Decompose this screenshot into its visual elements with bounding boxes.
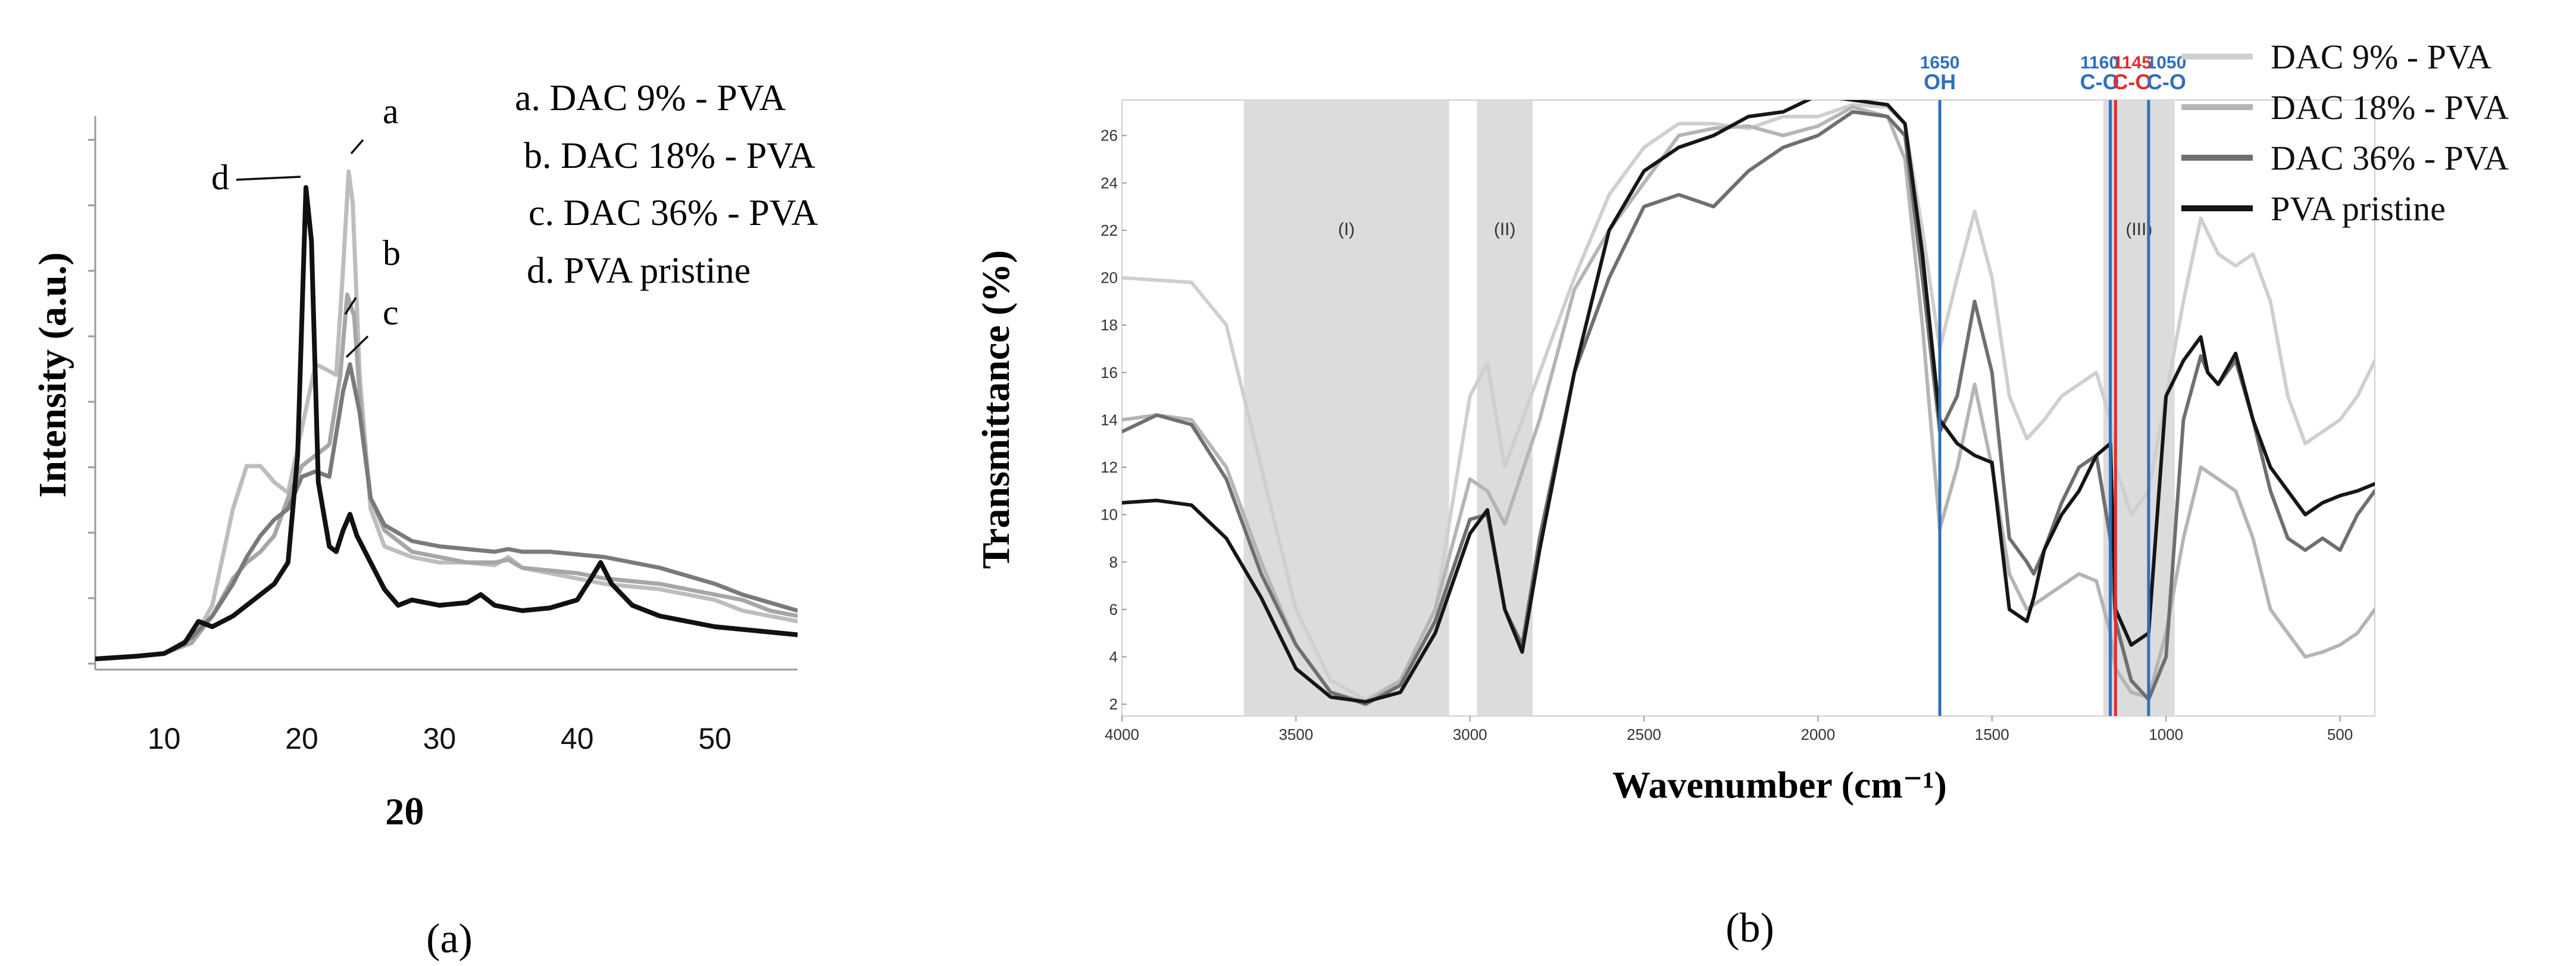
a-curve-label-a: a [383, 92, 399, 131]
b-marker-value-1160: 1160 [2080, 53, 2119, 73]
a-series-pva-pristine [95, 185, 798, 661]
b-region-label: (II) [1494, 220, 1516, 239]
a-series-dac-9-pva [95, 169, 798, 661]
a-curve-pointers [236, 139, 369, 358]
a-legend: a. DAC 9% - PVA b. DAC 18% - PVA c. DAC … [515, 78, 818, 291]
b-x-tick-label: 3000 [1453, 726, 1487, 743]
b-y-tick-label: 16 [1101, 364, 1118, 382]
b-legend-entry-dac-9-pva: DAC 9% - PVA [2271, 37, 2491, 76]
panel-a: 10 20 30 40 50 a b c d a. DAC 9% - PVA b. DA… [31, 78, 818, 962]
a-series-dac-36-pva [95, 362, 798, 661]
b-x-tick-label: 1500 [1975, 726, 2009, 743]
a-x-tick-label: 30 [423, 722, 457, 755]
b-y-tick-label: 8 [1109, 553, 1118, 571]
b-y-tick-label: 20 [1101, 269, 1118, 287]
a-series-group [95, 169, 798, 661]
b-marker-group-1160: C-O [2080, 70, 2119, 94]
a-curve-label-d: d [211, 158, 229, 197]
b-x-tick-label: 500 [2327, 726, 2353, 743]
a-x-ticks: 10 20 30 40 50 [148, 722, 731, 755]
b-marker-group-1145: C-O [2112, 70, 2152, 94]
a-x-tick-label: 50 [698, 722, 731, 755]
a-legend-entry-1: a. DAC 9% - PVA [515, 78, 786, 118]
b-legend-entry-pva-pristine: PVA pristine [2271, 189, 2446, 228]
b-series-dac-9-pva [1122, 103, 2375, 702]
a-y-ticks [88, 139, 95, 665]
b-legend-entry-dac-36-pva: DAC 36% - PVA [2271, 139, 2509, 177]
b-series-pva-pristine [1122, 100, 2375, 704]
b-marker-value-1050: 1050 [2147, 53, 2187, 73]
b-x-tick-label: 3500 [1278, 726, 1313, 743]
a-curve-label-b: b [383, 233, 401, 273]
b-y-tick-label: 4 [1109, 648, 1118, 665]
b-y-tick-label: 14 [1101, 411, 1118, 429]
b-marker-group-1050: C-O [2147, 70, 2186, 94]
a-x-tick-label: 10 [148, 722, 181, 755]
b-x-tick-label: 2500 [1627, 726, 1661, 743]
b-y-tick-label: 10 [1101, 506, 1118, 524]
b-y-tick-label: 24 [1101, 174, 1118, 192]
b-x-axis-title: Wavenumber (cm⁻¹) [1612, 764, 1947, 806]
a-x-tick-label: 20 [285, 722, 318, 755]
b-marker-group-1650: OH [1924, 70, 1956, 94]
b-x-tick-label: 4000 [1105, 726, 1139, 743]
b-y-tick-label: 18 [1101, 316, 1118, 334]
b-x-tick-label: 2000 [1801, 726, 1836, 743]
b-y-tick-label: 2 [1109, 695, 1118, 713]
b-marker-value-1145: 1145 [2113, 53, 2152, 73]
b-y-tick-label: 22 [1101, 221, 1118, 239]
b-x-ticks: 4000 3500 3000 2500 2000 1500 1000 500 [1105, 716, 2353, 743]
b-y-axis-title: Transmittance (%) [974, 250, 1018, 569]
a-legend-entry-3: c. DAC 36% - PVA [529, 193, 818, 233]
b-y-tick-label: 26 [1101, 127, 1118, 145]
a-legend-entry-2: b. DAC 18% - PVA [524, 136, 815, 176]
b-region-i [1243, 100, 1449, 716]
b-panel-label: (b) [1725, 905, 1774, 951]
a-x-axis-title: 2θ [385, 790, 424, 833]
a-curve-label-c: c [383, 293, 399, 332]
b-region-label: (I) [1338, 220, 1355, 239]
b-y-tick-label: 12 [1101, 458, 1118, 476]
a-legend-entry-4: d. PVA pristine [527, 251, 751, 291]
b-legend: DAC 9% - PVA DAC 18% - PVA DAC 36% - PVA PV… [2181, 37, 2509, 228]
a-panel-label: (a) [426, 916, 473, 962]
b-marker-value-1650: 1650 [1920, 53, 1960, 73]
b-y-tick-label: 6 [1109, 601, 1118, 618]
a-x-tick-label: 40 [561, 722, 594, 755]
b-legend-entry-dac-18-pva: DAC 18% - PVA [2271, 88, 2509, 127]
b-x-tick-label: 1000 [2149, 726, 2183, 743]
a-y-axis-title: Intensity (a.u.) [31, 252, 74, 498]
